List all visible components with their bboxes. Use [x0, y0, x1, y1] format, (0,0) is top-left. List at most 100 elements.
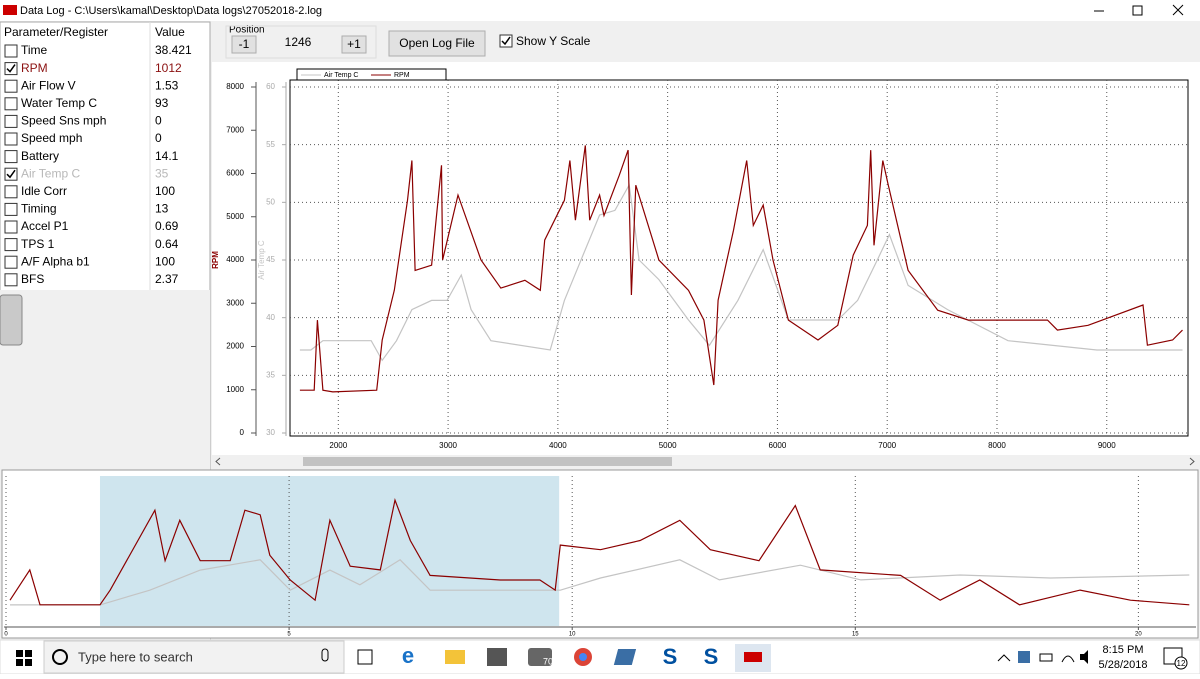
y-tick-label: 8000	[226, 82, 244, 91]
row-checkbox[interactable]	[4, 220, 18, 234]
position-value: 1246	[285, 35, 312, 49]
row-name: Air Flow V	[21, 78, 76, 92]
x-tick-label: 9000	[1098, 441, 1116, 450]
row-name: A/F Alpha b1	[21, 254, 90, 268]
scroll-left[interactable]	[215, 457, 221, 466]
app-icon-book[interactable]	[613, 649, 637, 665]
y2-tick-label: 45	[266, 255, 275, 264]
tray-icon[interactable]	[1018, 651, 1030, 663]
row-checkbox[interactable]	[4, 202, 18, 216]
notification-count: 12	[1177, 659, 1186, 668]
notification-icon[interactable]	[1163, 647, 1183, 665]
plus-button-label: +1	[347, 37, 361, 51]
series-line	[299, 183, 1183, 362]
plus-button[interactable]	[341, 35, 367, 54]
row-checkbox[interactable]	[4, 132, 18, 146]
app-icon-s1[interactable]: S	[663, 644, 678, 669]
row-checkbox[interactable]	[4, 273, 18, 287]
check-mark	[6, 169, 16, 179]
notification-badge	[1174, 656, 1188, 670]
store-icon[interactable]	[487, 648, 507, 666]
tray-expand[interactable]	[997, 654, 1011, 662]
minus-button-label: -1	[239, 37, 250, 51]
row-checkbox[interactable]	[4, 185, 18, 199]
selection-window	[99, 476, 560, 626]
close-button[interactable]	[1172, 4, 1184, 16]
row-value: 2.37	[155, 272, 179, 286]
x-tick-label: 5000	[659, 441, 677, 450]
y2-tick-label: 55	[266, 140, 275, 149]
scroll-thumb[interactable]	[303, 457, 672, 466]
y-tick-label: 1000	[226, 385, 244, 394]
y2-tick-label: 60	[266, 82, 275, 91]
volume-icon[interactable]	[1080, 650, 1088, 664]
title-bar	[0, 0, 1200, 21]
row-value: 38.421	[155, 43, 192, 57]
column-header: Value	[155, 25, 185, 39]
row-name: BFS	[21, 272, 44, 286]
row-checkbox[interactable]	[4, 167, 18, 181]
task-view-icon[interactable]	[357, 649, 373, 665]
show-y-scale-label: Show Y Scale	[516, 34, 591, 48]
app-icon-weather[interactable]	[528, 648, 552, 666]
row-checkbox[interactable]	[4, 97, 18, 111]
row-checkbox[interactable]	[4, 44, 18, 58]
row-checkbox[interactable]	[4, 150, 18, 164]
check-mark	[501, 36, 511, 46]
check-mark	[6, 64, 16, 73]
row-checkbox[interactable]	[4, 238, 18, 252]
y-tick-label: 6000	[226, 169, 244, 178]
clock-date[interactable]: 5/28/2018	[1099, 659, 1148, 671]
y-tick-label: 7000	[226, 125, 244, 134]
mic-icon[interactable]	[321, 648, 329, 662]
legend-label: Air Temp C	[324, 72, 359, 79]
row-value: 100	[155, 184, 175, 198]
y-tick-label: 2000	[226, 342, 244, 351]
maximize-button[interactable]	[1132, 5, 1143, 16]
row-checkbox[interactable]	[4, 114, 18, 128]
row-name: Speed mph	[21, 131, 82, 145]
explorer-icon[interactable]	[445, 650, 465, 664]
row-checkbox[interactable]	[4, 62, 18, 76]
x-tick-label: 0	[4, 632, 8, 638]
battery-icon[interactable]	[1039, 653, 1053, 662]
x-tick-label: 3000	[439, 441, 457, 450]
show-y-scale-checkbox[interactable]	[499, 34, 513, 48]
row-value: 93	[155, 96, 169, 110]
plot-frame	[289, 79, 1189, 437]
open-log-button[interactable]	[388, 30, 486, 57]
row-name: Accel P1	[21, 219, 69, 233]
series-line	[299, 145, 1183, 393]
app-icon-s2[interactable]: S	[704, 644, 719, 669]
scroll-right[interactable]	[1189, 457, 1195, 466]
row-name: Idle Corr	[21, 184, 67, 198]
x-tick-label: 7000	[878, 441, 896, 450]
row-value: 0.64	[155, 237, 179, 251]
clock-time[interactable]: 8:15 PM	[1103, 644, 1144, 656]
row-value: 100	[155, 254, 175, 268]
row-value: 1012	[155, 61, 182, 75]
start-button[interactable]	[16, 650, 32, 666]
series-line	[10, 559, 1190, 606]
position-label: Position	[229, 25, 265, 36]
y2-tick-label: 30	[266, 428, 275, 437]
y2-tick-label: 50	[266, 197, 275, 206]
x-tick-label: 4000	[549, 441, 567, 450]
search-box[interactable]	[43, 640, 345, 674]
row-value: 0	[155, 114, 162, 128]
minus-button[interactable]	[231, 35, 257, 54]
y-tick-label: 5000	[226, 212, 244, 221]
row-checkbox[interactable]	[4, 255, 18, 269]
y2-tick-label: 40	[266, 313, 275, 322]
x-tick-label: 5	[287, 632, 291, 638]
x-tick-label: 10	[569, 632, 576, 638]
legend-label: RPM	[394, 72, 410, 79]
x-tick-label: 15	[852, 632, 859, 638]
edge-icon[interactable]: e	[402, 643, 414, 668]
search-placeholder: Type here to search	[78, 649, 193, 664]
data-log-icon	[744, 652, 762, 662]
window-title: Data Log - C:\Users\kamal\Desktop\Data l…	[20, 5, 322, 17]
side-tab[interactable]	[0, 294, 23, 346]
row-checkbox[interactable]	[4, 79, 18, 93]
wifi-icon[interactable]	[1061, 655, 1075, 663]
